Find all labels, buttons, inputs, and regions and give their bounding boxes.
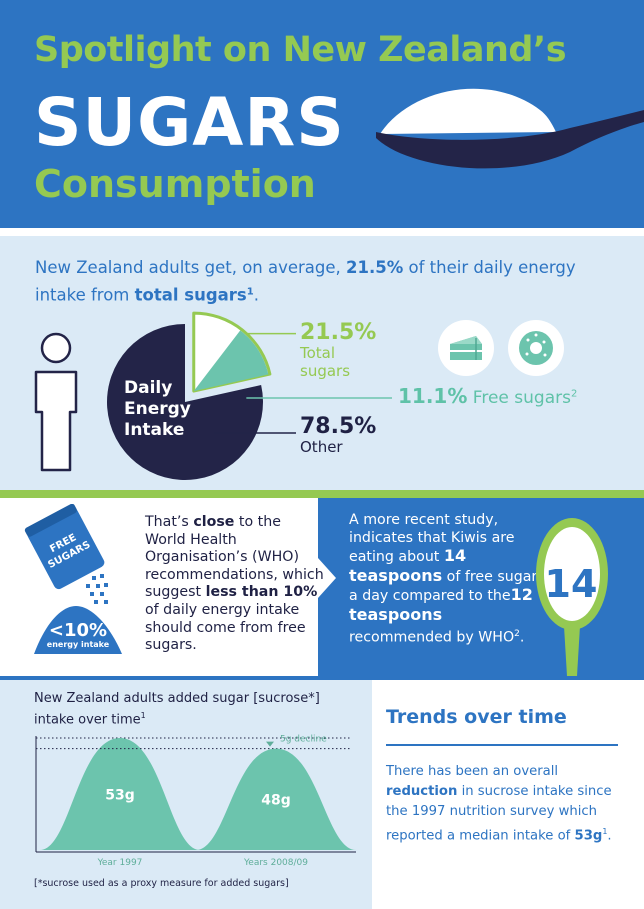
divider xyxy=(386,744,618,746)
pie-title: Daily Energy Intake xyxy=(124,378,191,440)
down-arrow-head-icon xyxy=(266,741,274,747)
pie-slice-free-sugars xyxy=(193,330,269,392)
who-recommendation-text: That’s close to the World Health Organis… xyxy=(145,514,324,654)
intake-peak xyxy=(40,738,200,850)
who-comparison-section: FREE SUGARS <10% energy intake That’s cl… xyxy=(0,498,644,676)
donut-icon xyxy=(519,331,553,365)
intake-chart-title: New Zealand adults added sugar [sucrose*… xyxy=(34,691,320,728)
intro-text: New Zealand adults get, on average, 21.5… xyxy=(35,258,576,305)
peak-label: Year 1997 xyxy=(97,858,143,868)
chart-footnote: [*sucrose used as a proxy measure for ad… xyxy=(34,878,289,889)
study-text: A more recent study, indicates that Kiwi… xyxy=(349,512,545,646)
cake-badge xyxy=(438,320,494,376)
other-label: Other xyxy=(300,438,343,456)
teaspoon-count: 14 xyxy=(544,562,598,606)
free-sugars-label: Free sugars xyxy=(467,388,571,408)
trends-title: Trends over time xyxy=(386,706,567,728)
headline-line-2: SUGARS xyxy=(34,84,345,161)
free-sugars-value: 11.1% xyxy=(398,384,468,408)
energy-intake-section: New Zealand adults get, on average, 21.5… xyxy=(0,236,644,490)
cake-icon xyxy=(450,336,482,360)
teaspoon-icon xyxy=(536,518,608,676)
trends-panel: Trends over time There has been an overa… xyxy=(372,680,644,909)
spoon-of-sugar-icon xyxy=(376,88,644,169)
divider xyxy=(0,676,644,680)
intake-peak xyxy=(196,748,356,850)
headline-line-1: Spotlight on New Zealand’s xyxy=(34,30,567,70)
headline-line-3: Consumption xyxy=(34,162,316,206)
less-than-10-value: <10% xyxy=(48,620,108,641)
energy-pie-chart xyxy=(107,311,392,480)
pie-slice-other xyxy=(107,324,264,480)
peak-label: Years 2008/09 xyxy=(243,858,308,868)
other-value: 78.5% xyxy=(300,414,377,439)
total-sugars-label: Total sugars xyxy=(300,344,351,380)
divider xyxy=(0,228,644,236)
less-than-10-badge: <10% energy intake xyxy=(47,620,109,650)
decline-label: 5g decline xyxy=(280,735,327,745)
total-sugars-value: 21.5% xyxy=(300,320,377,345)
less-than-10-label: energy intake xyxy=(46,640,110,649)
chevron-right-icon xyxy=(318,558,336,598)
donut-badge xyxy=(508,320,564,376)
person-icon xyxy=(34,332,78,472)
trends-text: There has been an overall reduction in s… xyxy=(386,764,612,844)
free-sugars-legend: 11.1% Free sugars2 xyxy=(398,384,578,408)
peak-value: 48g xyxy=(261,792,291,808)
intake-chart-panel: New Zealand adults added sugar [sucrose*… xyxy=(0,680,372,909)
free-sugars-bag-icon: FREE SUGARS xyxy=(24,504,122,654)
peak-value: 53g xyxy=(105,788,135,804)
intake-chart: 53g Year 1997 48g Years 2008/09 5g decline xyxy=(35,735,356,868)
header-banner: Spotlight on New Zealand’s SUGARS Consum… xyxy=(0,0,644,228)
divider xyxy=(0,490,644,498)
